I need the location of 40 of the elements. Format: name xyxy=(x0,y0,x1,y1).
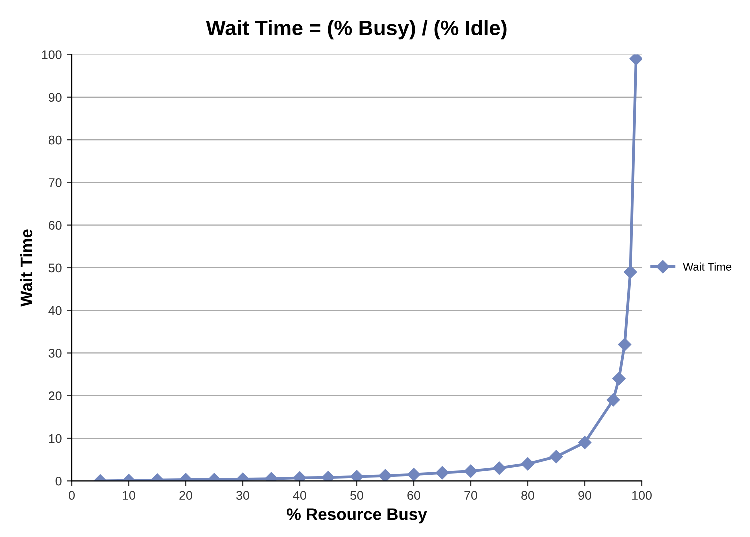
y-tick-label: 50 xyxy=(48,264,62,273)
y-tick-label: 70 xyxy=(49,178,62,188)
x-axis-title: % Resource Busy xyxy=(287,508,428,524)
point xyxy=(606,394,620,407)
x-tick-label: 70 xyxy=(464,491,478,500)
y-tick-label: 90 xyxy=(48,93,62,102)
point xyxy=(630,54,642,66)
y-tick-label: 20 xyxy=(49,392,62,401)
point xyxy=(612,372,626,386)
point xyxy=(407,468,421,482)
y-tick-label: 80 xyxy=(48,136,62,145)
x-tick-label: 90 xyxy=(578,491,592,500)
y-tick-label: 10 xyxy=(49,434,62,444)
point xyxy=(378,469,392,482)
point xyxy=(618,338,632,352)
point xyxy=(464,464,478,478)
x-tick-label: 60 xyxy=(408,491,420,500)
point xyxy=(624,266,638,279)
x-tick-label: 0 xyxy=(69,491,75,500)
x-tick-label: 10 xyxy=(123,491,136,500)
point xyxy=(436,466,450,480)
x-tick-label: 50 xyxy=(350,491,364,500)
x-tick-label: 40 xyxy=(293,491,306,500)
point xyxy=(350,470,364,482)
x-tick-label: 20 xyxy=(180,491,192,500)
point xyxy=(550,450,564,464)
point xyxy=(578,436,592,450)
x-tick-label: 80 xyxy=(522,491,534,500)
x-tick-label: 30 xyxy=(236,491,250,500)
y-axis-title: Wait Time xyxy=(20,230,33,307)
x-tick-label: 100 xyxy=(632,491,652,500)
y-tick-label: 30 xyxy=(48,349,62,358)
point xyxy=(521,458,535,471)
y-tick-label: 40 xyxy=(48,306,62,316)
legend-label: Wait Time xyxy=(683,262,732,271)
y-tick-label: 60 xyxy=(49,221,62,230)
y-tick-label: 100 xyxy=(42,50,62,60)
chart-title: Wait Time = (% Busy) / (% Idle) xyxy=(206,20,507,40)
point xyxy=(492,462,506,475)
y-tick-label: 0 xyxy=(56,476,62,486)
